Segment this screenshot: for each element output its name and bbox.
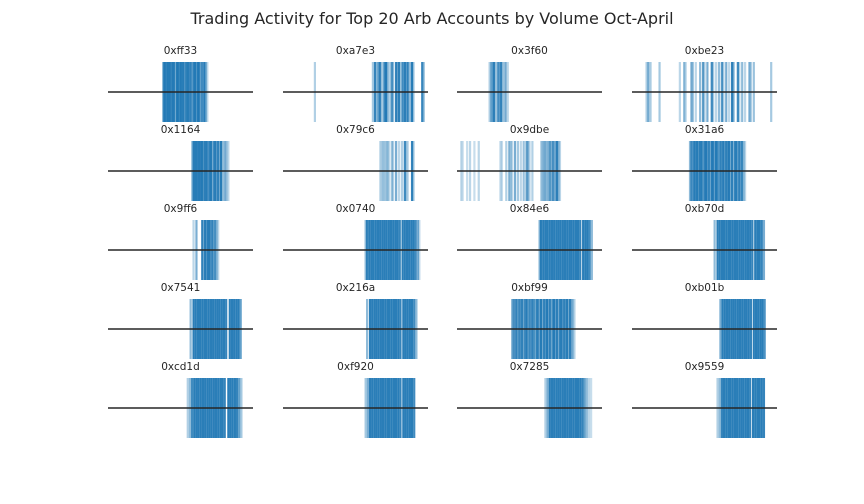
panel-title: 0x31a6 <box>685 124 725 136</box>
panel-0xff33: 0xff33 <box>108 45 253 122</box>
panel-0x7285: 0x7285 <box>457 361 602 438</box>
panel-title: 0x3f60 <box>511 45 548 57</box>
panel-0xcd1d: 0xcd1d <box>108 361 253 438</box>
panel-title: 0x1164 <box>161 124 201 136</box>
panel-title: 0xbf99 <box>511 282 548 294</box>
panel-0x216a: 0x216a <box>283 282 428 359</box>
panel-0xbf99: 0xbf99 <box>457 282 602 359</box>
panel-title: 0xa7e3 <box>336 45 375 57</box>
panel-0x1164: 0x1164 <box>108 124 253 201</box>
panel-0xf920: 0xf920 <box>283 361 428 438</box>
panel-title: 0x0740 <box>336 203 376 215</box>
panel-title: 0xbe23 <box>685 45 724 57</box>
panel-0x9559: 0x9559 <box>632 361 777 438</box>
panel-grid: 0xff33 0xa7e3 0x3f60 0xbe23 0x1164 0x79c6 0x9d… <box>108 45 777 438</box>
panel-0xb01b: 0xb01b <box>632 282 777 359</box>
panel-title: 0xf920 <box>337 361 374 373</box>
panel-title: 0x7541 <box>161 282 201 294</box>
panel-title: 0x9ff6 <box>164 203 198 215</box>
panel-0x31a6: 0x31a6 <box>632 124 777 201</box>
panel-title: 0xcd1d <box>161 361 200 373</box>
panel-title: 0x7285 <box>510 361 550 373</box>
panel-0x79c6: 0x79c6 <box>283 124 428 201</box>
panel-title: 0xb70d <box>685 203 725 215</box>
panel-0xbe23: 0xbe23 <box>632 45 777 122</box>
panel-0xa7e3: 0xa7e3 <box>283 45 428 122</box>
panel-0x7541: 0x7541 <box>108 282 253 359</box>
panel-title: 0x84e6 <box>510 203 550 215</box>
panel-title: 0xb01b <box>685 282 725 294</box>
panel-0x9dbe: 0x9dbe <box>457 124 602 201</box>
panel-title: 0xff33 <box>164 45 198 57</box>
panel-title: 0x216a <box>336 282 375 294</box>
panel-0x9ff6: 0x9ff6 <box>108 203 253 280</box>
panel-0xb70d: 0xb70d <box>632 203 777 280</box>
panel-title: 0x9dbe <box>510 124 549 136</box>
panel-0x3f60: 0x3f60 <box>457 45 602 122</box>
panel-title: 0x79c6 <box>336 124 375 136</box>
panel-0x0740: 0x0740 <box>283 203 428 280</box>
panel-title: 0x9559 <box>685 361 725 373</box>
chart-title: Trading Activity for Top 20 Arb Accounts… <box>189 9 673 28</box>
panel-0x84e6: 0x84e6 <box>457 203 602 280</box>
